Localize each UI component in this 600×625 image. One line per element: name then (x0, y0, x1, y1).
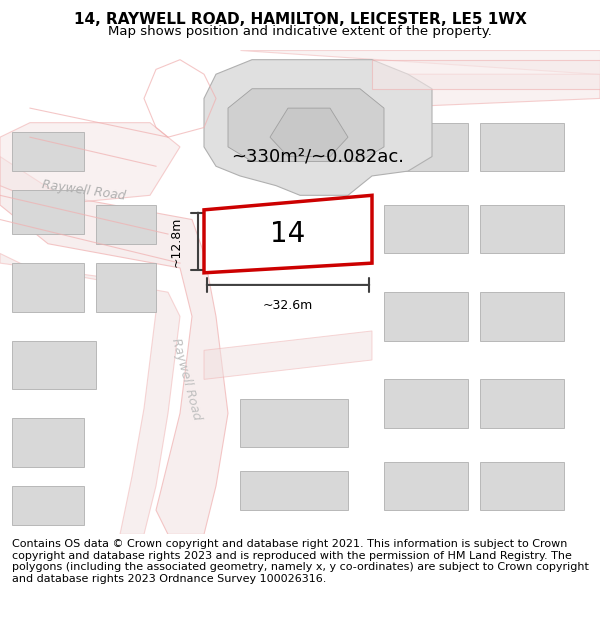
FancyBboxPatch shape (12, 341, 96, 389)
Polygon shape (240, 50, 600, 74)
Polygon shape (204, 195, 372, 272)
Polygon shape (270, 108, 348, 156)
FancyBboxPatch shape (384, 205, 468, 254)
Polygon shape (372, 59, 600, 89)
Text: Contains OS data © Crown copyright and database right 2021. This information is : Contains OS data © Crown copyright and d… (12, 539, 589, 584)
FancyBboxPatch shape (480, 462, 564, 510)
FancyBboxPatch shape (480, 379, 564, 428)
FancyBboxPatch shape (12, 132, 84, 171)
Polygon shape (0, 122, 180, 205)
Text: 14: 14 (271, 220, 305, 248)
FancyBboxPatch shape (12, 191, 84, 234)
FancyBboxPatch shape (240, 471, 348, 510)
FancyBboxPatch shape (12, 486, 84, 525)
Text: Map shows position and indicative extent of the property.: Map shows position and indicative extent… (108, 24, 492, 38)
Polygon shape (204, 59, 432, 195)
Text: 14, RAYWELL ROAD, HAMILTON, LEICESTER, LE5 1WX: 14, RAYWELL ROAD, HAMILTON, LEICESTER, L… (74, 12, 526, 28)
FancyBboxPatch shape (384, 462, 468, 510)
FancyBboxPatch shape (96, 263, 156, 311)
FancyBboxPatch shape (480, 292, 564, 341)
FancyBboxPatch shape (96, 205, 156, 244)
Text: ~330m²/~0.082ac.: ~330m²/~0.082ac. (232, 148, 404, 166)
Polygon shape (0, 156, 228, 534)
Text: ~12.8m: ~12.8m (170, 216, 183, 266)
FancyBboxPatch shape (480, 122, 564, 171)
Polygon shape (228, 89, 384, 161)
Polygon shape (204, 331, 372, 379)
FancyBboxPatch shape (12, 263, 84, 311)
FancyBboxPatch shape (384, 122, 468, 171)
FancyBboxPatch shape (384, 379, 468, 428)
Text: ~32.6m: ~32.6m (263, 299, 313, 312)
FancyBboxPatch shape (384, 292, 468, 341)
FancyBboxPatch shape (480, 205, 564, 254)
Polygon shape (0, 254, 180, 534)
Text: Raywell Road: Raywell Road (41, 178, 127, 202)
Text: Raywell Road: Raywell Road (169, 337, 203, 422)
FancyBboxPatch shape (12, 418, 84, 466)
FancyBboxPatch shape (240, 399, 348, 448)
Polygon shape (372, 74, 600, 108)
